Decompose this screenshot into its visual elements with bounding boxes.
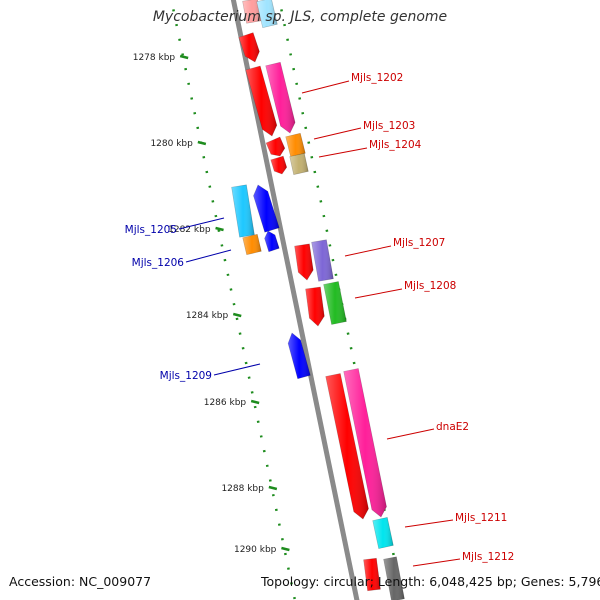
gene-box: [311, 239, 334, 282]
gene-label: Mjls_1204: [369, 139, 422, 151]
gene-arrow: [245, 65, 278, 137]
label-leader-line: [404, 519, 454, 528]
kbp-label: 1280 kbp: [150, 139, 193, 149]
label-leader-line: [213, 363, 261, 376]
gene-box: [323, 281, 347, 325]
gene-arrow: [264, 230, 280, 253]
label-leader-line: [318, 147, 368, 158]
gene-arrow: [343, 368, 387, 518]
label-leader-line: [412, 558, 461, 567]
genome-title: Mycobacterium sp. JLS, complete genome: [152, 9, 448, 25]
label-leader-line: [344, 245, 392, 257]
gene-arrow: [270, 155, 288, 175]
gene-arrow: [325, 373, 369, 520]
kbp-label: 1282 kbp: [168, 225, 211, 235]
gene-arrow: [238, 32, 260, 63]
gene-label: Mjls_1208: [404, 280, 456, 292]
gene-label: Mjls_1207: [393, 237, 445, 249]
label-leader-line: [185, 249, 232, 263]
gene-label: Mjls_1212: [462, 551, 514, 563]
major-tick: [268, 485, 278, 491]
genome-summary-text: Topology: circular; Length: 6,048,425 bp…: [261, 574, 600, 589]
gene-box: [289, 153, 309, 175]
gene-label: Mjls_1209: [160, 370, 212, 382]
gene-label: Mjls_1205: [125, 224, 177, 236]
label-leader-line: [301, 80, 350, 94]
major-tick: [179, 54, 189, 60]
gene-label: Mjls_1206: [132, 257, 185, 269]
gene-box: [372, 517, 394, 549]
gene-box: [242, 233, 262, 256]
gene-arrow: [265, 61, 296, 134]
kbp-tick-marks: 1278 kbp 1280 kbp 1282 kbp 1284 kbp 1286 kbp…: [133, 53, 290, 555]
gene-box: [231, 184, 255, 238]
gene-label: Mjls_1211: [455, 512, 507, 524]
kbp-label: 1278 kbp: [133, 53, 176, 63]
gene-box: [363, 557, 381, 592]
gene-box: [256, 0, 278, 29]
gene-box: [383, 556, 405, 600]
gene-arrow: [294, 243, 314, 281]
gene-label: Mjls_1203: [363, 120, 415, 132]
kbp-label: 1284 kbp: [186, 311, 229, 321]
kbp-label: 1288 kbp: [221, 484, 264, 494]
gene-label: Mjls_1202: [351, 72, 403, 84]
major-tick: [281, 546, 290, 552]
major-tick: [197, 140, 207, 146]
label-leader-line: [178, 217, 225, 230]
kbp-label: 1290 kbp: [234, 545, 277, 555]
gene-arrow: [287, 332, 311, 380]
gene-label: dnaE2: [436, 421, 469, 433]
gene-arrow: [253, 184, 280, 233]
major-tick: [232, 312, 242, 318]
gene-box: [242, 0, 262, 24]
label-leader-line: [386, 428, 435, 440]
gene-box: [285, 132, 306, 158]
major-tick: [215, 226, 224, 232]
gene-arrow: [305, 286, 325, 327]
label-leader-line: [354, 288, 403, 299]
gene-features: [231, 0, 405, 600]
accession-text: Accession: NC_009077: [9, 574, 152, 589]
label-leader-line: [313, 127, 362, 140]
gene-labels: Mjls_1202 Mjls_1203 Mjls_1204 Mjls_1207 Mjls…: [125, 72, 514, 567]
gene-arrow: [265, 136, 286, 157]
major-tick: [250, 399, 260, 405]
kbp-label: 1286 kbp: [204, 398, 247, 408]
